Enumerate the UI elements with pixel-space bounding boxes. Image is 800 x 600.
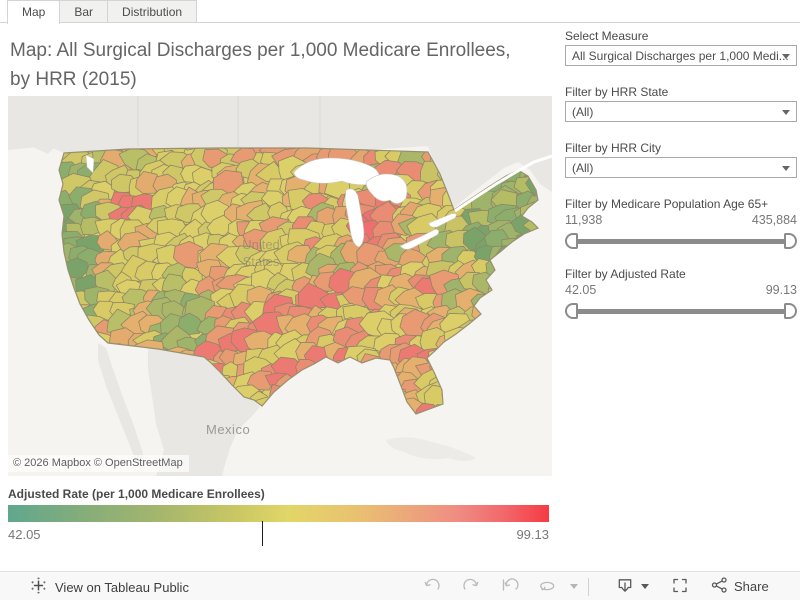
select-measure-dropdown[interactable]: All Surgical Discharges per 1,000 Medi..… (565, 45, 797, 66)
view-on-tableau-public-link[interactable]: View on Tableau Public (30, 577, 189, 597)
tableau-logo-icon (30, 577, 47, 597)
map-label-mexico: Mexico (206, 422, 251, 437)
map-label-united-states: United States (242, 237, 280, 269)
sheet-tab-bar: Map Bar Distribution (0, 0, 800, 24)
toolbar-divider (588, 578, 589, 596)
download-button[interactable] (616, 577, 636, 597)
redo-button[interactable] (462, 577, 482, 597)
choropleth-map[interactable]: United States Mexico © 2026 Mapbox © Ope… (8, 96, 552, 476)
select-measure-value: All Surgical Discharges per 1,000 Medi..… (572, 49, 789, 63)
undo-button[interactable] (423, 577, 443, 597)
legend-gradient-bar (8, 505, 549, 522)
slider-handle-min[interactable] (565, 303, 578, 319)
share-icon (711, 577, 728, 596)
share-label: Share (734, 579, 769, 594)
filter-population-label: Filter by Medicare Population Age 65+ (565, 197, 769, 211)
select-measure-label: Select Measure (565, 29, 649, 43)
population-max-value: 435,884 (751, 213, 797, 227)
filter-city-dropdown[interactable]: (All) (565, 157, 797, 178)
refresh-button[interactable] (538, 577, 558, 597)
slider-track[interactable] (567, 239, 795, 244)
slider-handle-max[interactable] (784, 233, 797, 249)
chevron-down-icon (782, 166, 790, 171)
refresh-menu-caret-icon[interactable] (570, 584, 578, 589)
legend-title: Adjusted Rate (per 1,000 Medicare Enroll… (8, 487, 265, 501)
rate-min-value: 42.05 (565, 283, 597, 297)
filter-rate-label: Filter by Adjusted Rate (565, 267, 686, 281)
filter-rate-slider[interactable] (565, 303, 797, 320)
filter-state-label: Filter by HRR State (565, 85, 669, 99)
map-canvas (8, 96, 552, 476)
legend-max-value: 99.13 (516, 527, 549, 542)
filter-city-label: Filter by HRR City (565, 141, 662, 155)
slider-handle-max[interactable] (784, 303, 797, 319)
population-min-value: 11,938 (565, 213, 603, 227)
legend-tick (262, 521, 263, 546)
chevron-down-icon (782, 54, 790, 59)
view-on-tableau-public-label: View on Tableau Public (55, 579, 189, 595)
download-menu-caret-icon[interactable] (641, 584, 649, 589)
fullscreen-button[interactable] (671, 577, 691, 597)
map-attribution[interactable]: © 2026 Mapbox © OpenStreetMap (8, 455, 189, 472)
filter-city-value: (All) (572, 161, 594, 175)
filter-rate-range-values: 42.05 99.13 (565, 283, 797, 297)
slider-track[interactable] (567, 309, 795, 314)
chevron-down-icon (782, 110, 790, 115)
filter-state-dropdown[interactable]: (All) (565, 101, 797, 122)
tab-map[interactable]: Map (7, 0, 61, 24)
rate-max-value: 99.13 (765, 283, 797, 297)
filter-population-slider[interactable] (565, 233, 797, 250)
slider-handle-min[interactable] (565, 233, 578, 249)
tab-bar-chart[interactable]: Bar (59, 0, 109, 22)
tableau-toolbar: View on Tableau Public Share (0, 571, 800, 600)
legend-min-value: 42.05 (8, 527, 41, 542)
filter-state-value: (All) (572, 105, 594, 119)
filter-population-range-values: 11,938 435,884 (565, 213, 797, 227)
tab-distribution[interactable]: Distribution (107, 0, 198, 22)
share-button[interactable]: Share (711, 577, 769, 596)
revert-button[interactable] (501, 577, 521, 597)
page-title: Map: All Surgical Discharges per 1,000 M… (10, 40, 511, 90)
